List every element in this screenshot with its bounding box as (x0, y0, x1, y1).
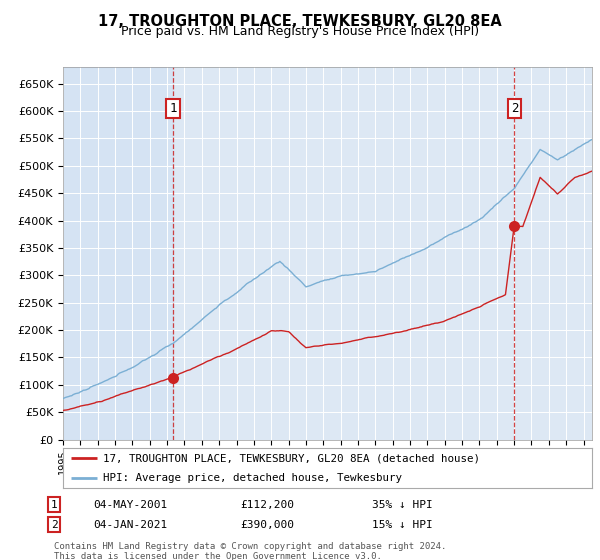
Bar (63, 67, 173, 440)
Text: 1: 1 (50, 500, 58, 510)
Text: 2: 2 (511, 102, 518, 115)
Text: 35% ↓ HPI: 35% ↓ HPI (372, 500, 433, 510)
Text: £390,000: £390,000 (240, 520, 294, 530)
Text: 15% ↓ HPI: 15% ↓ HPI (372, 520, 433, 530)
Text: Price paid vs. HM Land Registry's House Price Index (HPI): Price paid vs. HM Land Registry's House … (121, 25, 479, 38)
Text: 17, TROUGHTON PLACE, TEWKESBURY, GL20 8EA: 17, TROUGHTON PLACE, TEWKESBURY, GL20 8E… (98, 14, 502, 29)
Text: 04-JAN-2021: 04-JAN-2021 (93, 520, 167, 530)
Text: 04-MAY-2001: 04-MAY-2001 (93, 500, 167, 510)
Text: 2: 2 (50, 520, 58, 530)
Text: Contains HM Land Registry data © Crown copyright and database right 2024.
This d: Contains HM Land Registry data © Crown c… (54, 542, 446, 560)
Text: £112,200: £112,200 (240, 500, 294, 510)
Text: HPI: Average price, detached house, Tewkesbury: HPI: Average price, detached house, Tewk… (103, 473, 401, 483)
Text: 17, TROUGHTON PLACE, TEWKESBURY, GL20 8EA (detached house): 17, TROUGHTON PLACE, TEWKESBURY, GL20 8E… (103, 454, 479, 464)
Text: 1: 1 (169, 102, 177, 115)
